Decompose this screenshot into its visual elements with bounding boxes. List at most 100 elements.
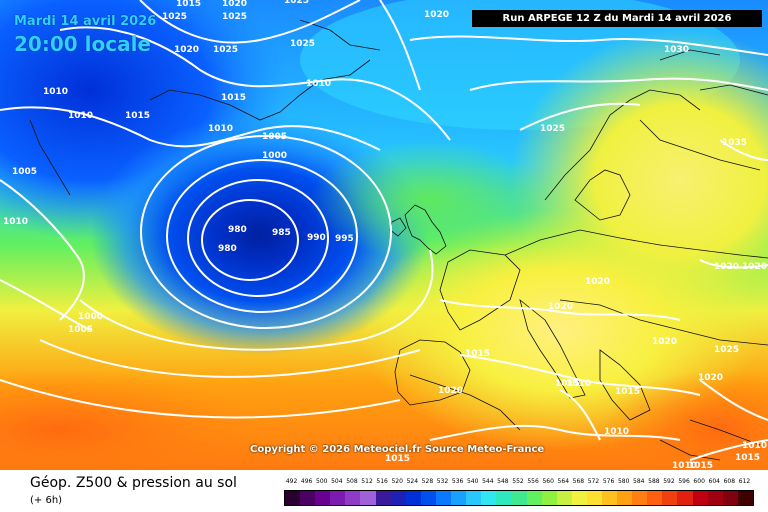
legend-tick-524: 524 bbox=[406, 478, 419, 485]
legend-swatch-580 bbox=[617, 491, 633, 505]
isobar-label-1020: 1020 bbox=[714, 262, 739, 272]
legend-swatch-492 bbox=[285, 491, 301, 505]
isobar-label-1010: 1010 bbox=[68, 111, 93, 121]
legend-swatch-532 bbox=[435, 491, 452, 505]
legend-swatch-536 bbox=[451, 491, 467, 505]
isobar-label-1010: 1010 bbox=[208, 124, 233, 134]
isobar-label-1015: 1015 bbox=[221, 93, 246, 103]
legend-tick-584: 584 bbox=[633, 478, 645, 485]
legend-tick-532: 532 bbox=[436, 478, 449, 485]
legend-swatch-516 bbox=[375, 491, 391, 505]
copyright-notice: Copyright © 2026 Meteociel.fr Source Met… bbox=[250, 444, 545, 455]
legend-swatch-512 bbox=[360, 491, 376, 505]
legend-tick-492: 492 bbox=[285, 478, 298, 485]
legend-swatch-552 bbox=[511, 491, 527, 505]
legend-tick-580: 580 bbox=[617, 478, 630, 485]
coastlines bbox=[29, 19, 768, 461]
isobar-label-1010: 1010 bbox=[3, 217, 28, 227]
isobar-label-1015: 1015 bbox=[615, 387, 640, 397]
isobar-label-1010: 1010 bbox=[566, 379, 591, 389]
isobar-label-1010: 1010 bbox=[672, 461, 697, 470]
isobar-label-1015: 1015 bbox=[555, 379, 580, 389]
legend-tick-588: 588 bbox=[648, 478, 660, 485]
isobar-label-1015: 1015 bbox=[125, 111, 150, 121]
legend-swatch-540 bbox=[466, 491, 482, 505]
legend-tick-556: 556 bbox=[527, 478, 539, 485]
isobar-label-1005: 1005 bbox=[262, 132, 287, 142]
legend-swatch-564 bbox=[556, 491, 572, 505]
legend-swatch-572 bbox=[586, 491, 602, 505]
isobar-label-1020: 1020 bbox=[424, 10, 449, 20]
legend-swatch-520 bbox=[390, 491, 406, 505]
isobar-label-1020: 1020 bbox=[222, 0, 247, 9]
legend-swatch-596 bbox=[677, 491, 693, 505]
isobars bbox=[0, 0, 768, 460]
isobar-label-1005: 1005 bbox=[12, 167, 37, 177]
isobar-label-1025: 1025 bbox=[222, 12, 247, 22]
isobar-label-1020: 1020 bbox=[742, 262, 767, 272]
isobar-label-1010: 1010 bbox=[306, 79, 331, 89]
legend-tick-552: 552 bbox=[512, 478, 524, 485]
color-legend bbox=[284, 490, 754, 506]
isobar-label-1020: 1020 bbox=[548, 302, 573, 312]
legend-swatch-504 bbox=[330, 491, 346, 505]
legend-tick-labels: 492 496 500 504 508 512 516 520 524 528 532 536 540 5… bbox=[280, 478, 750, 488]
legend-tick-560: 560 bbox=[542, 478, 554, 485]
legend-tick-596: 596 bbox=[678, 478, 690, 485]
forecast-map: 1015 1025 1020 1025 1025 1020 1020 1030 1010 1010… bbox=[0, 0, 768, 470]
legend-tick-612: 612 bbox=[738, 478, 751, 485]
isobar-label-1015: 1015 bbox=[735, 453, 760, 463]
legend-swatch-544 bbox=[481, 491, 497, 505]
legend-swatch-612 bbox=[737, 491, 753, 505]
run-info-box: Run ARPEGE 12 Z du Mardi 14 avril 2026 bbox=[472, 10, 762, 27]
legend-swatch-592 bbox=[662, 491, 678, 505]
isobar-label-1025: 1025 bbox=[540, 124, 565, 134]
isobar-label-1025: 1025 bbox=[213, 45, 238, 55]
isobar-label-1010: 1010 bbox=[742, 441, 767, 451]
isobar-label-980: 980 bbox=[218, 244, 237, 254]
isobar-label-1015: 1015 bbox=[385, 454, 410, 464]
isobar-label-1015: 1015 bbox=[688, 461, 713, 470]
isobar-label-1025: 1025 bbox=[290, 39, 315, 49]
legend-tick-500: 500 bbox=[316, 478, 328, 485]
isobar-label-1005: 1005 bbox=[68, 325, 93, 335]
legend-tick-600: 600 bbox=[693, 478, 705, 485]
chart-title: Géop. Z500 & pression au sol bbox=[30, 475, 237, 491]
legend-tick-568: 568 bbox=[572, 478, 585, 485]
legend-tick-512: 512 bbox=[361, 478, 373, 485]
legend-swatch-604 bbox=[707, 491, 723, 505]
isobar-label-1025: 1025 bbox=[284, 0, 309, 6]
legend-tick-548: 548 bbox=[497, 478, 509, 485]
isobar-label-1035: 1035 bbox=[722, 138, 747, 148]
isobar-label-1020: 1020 bbox=[438, 386, 463, 396]
isobar-label-1015: 1015 bbox=[465, 349, 490, 359]
isobar-label-995: 995 bbox=[335, 234, 354, 244]
legend-tick-572: 572 bbox=[587, 478, 600, 485]
legend-tick-516: 516 bbox=[376, 478, 388, 485]
legend-swatch-588 bbox=[647, 491, 663, 505]
isobar-label-1020: 1020 bbox=[174, 45, 199, 55]
isobar-label-990: 990 bbox=[307, 233, 326, 243]
forecast-offset: (+ 6h) bbox=[30, 495, 63, 506]
isobar-label-1025: 1025 bbox=[714, 345, 739, 355]
legend-swatch-560 bbox=[541, 491, 557, 505]
legend-tick-592: 592 bbox=[663, 478, 675, 485]
forecast-time: 20:00 locale bbox=[14, 32, 151, 56]
legend-swatch-548 bbox=[496, 491, 512, 505]
isobar-label-1020: 1020 bbox=[698, 373, 723, 383]
isobar-label-1020: 1020 bbox=[585, 277, 610, 287]
legend-swatch-584 bbox=[632, 491, 648, 505]
legend-tick-520: 520 bbox=[391, 478, 403, 485]
legend-swatch-576 bbox=[601, 491, 618, 505]
isobar-label-985: 985 bbox=[272, 228, 291, 238]
legend-swatch-600 bbox=[692, 491, 708, 505]
legend-tick-564: 564 bbox=[557, 478, 570, 485]
isobar-label-1020: 1020 bbox=[652, 337, 677, 347]
isobar-label-1000: 1000 bbox=[262, 151, 287, 161]
legend-tick-544: 544 bbox=[482, 478, 494, 485]
legend-swatch-608 bbox=[722, 491, 738, 505]
isobar-label-1015: 1015 bbox=[176, 0, 201, 9]
legend-tick-608: 608 bbox=[723, 478, 736, 485]
legend-swatch-500 bbox=[315, 491, 331, 505]
